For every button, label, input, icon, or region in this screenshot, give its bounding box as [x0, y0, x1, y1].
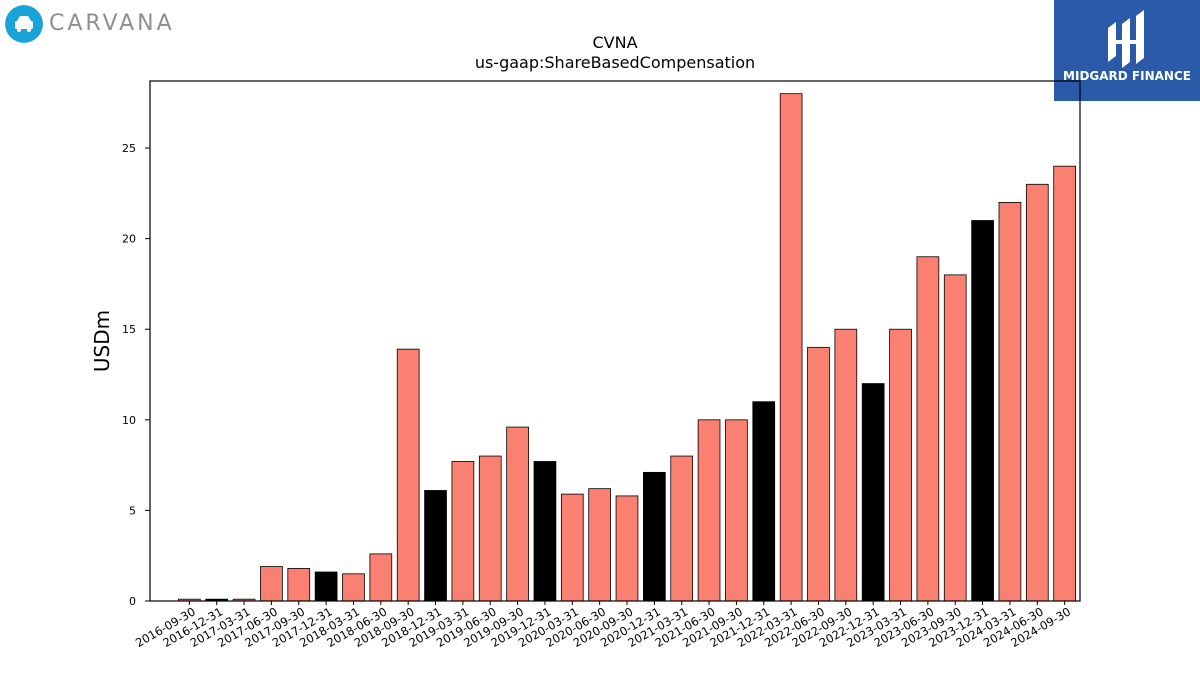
bar-2018-09-30 — [396, 348, 420, 602]
y-tick-label: 0 — [129, 595, 136, 608]
bar-2018-06-30 — [369, 553, 393, 602]
carvana-wordmark: CARVANA — [49, 11, 175, 36]
bar-2019-12-31 — [533, 461, 557, 602]
bar-2018-12-31 — [424, 490, 447, 602]
bar-2023-09-30 — [943, 274, 967, 602]
y-tick-label: 10 — [122, 414, 136, 427]
bar-2020-12-31 — [643, 471, 666, 602]
y-axis-label: USDm — [90, 310, 114, 372]
bar-2021-12-31 — [752, 401, 776, 602]
bar-2024-06-30 — [1025, 183, 1049, 602]
y-tick-label: 25 — [122, 142, 136, 155]
bar-2023-03-31 — [889, 328, 912, 602]
y-tick-label: 20 — [122, 233, 136, 246]
bar-2020-06-30 — [588, 488, 611, 602]
bar-2017-09-30 — [287, 567, 311, 602]
bar-2020-03-31 — [560, 493, 584, 602]
bar-2024-03-31 — [998, 201, 1022, 602]
bar-2023-12-31 — [971, 220, 994, 602]
bar-2022-12-31 — [861, 383, 885, 602]
bar-2022-09-30 — [834, 328, 858, 602]
bar-2023-06-30 — [916, 256, 940, 602]
bar-2019-06-30 — [478, 455, 502, 602]
bar-2022-03-31 — [779, 93, 803, 602]
midgard-finance-logo: MIDGARD FINANCE — [1054, 0, 1200, 101]
car-icon — [5, 5, 43, 43]
y-tick-label: 5 — [129, 504, 136, 517]
chart-title: CVNA — [592, 33, 637, 52]
y-tick-label: 15 — [122, 323, 136, 336]
bar-2021-06-30 — [697, 419, 721, 602]
bar-2024-09-30 — [1053, 165, 1076, 602]
chart-subtitle: us-gaap:ShareBasedCompensation — [475, 53, 755, 72]
midgard-mark-icon — [1108, 10, 1144, 68]
midgard-wordmark: MIDGARD FINANCE — [1063, 69, 1191, 83]
bar-2019-09-30 — [506, 426, 529, 602]
bar-2020-09-30 — [615, 495, 639, 602]
bar-2021-03-31 — [670, 455, 694, 602]
carvana-logo: CARVANA — [5, 5, 180, 43]
bar-2022-06-30 — [807, 346, 830, 602]
bar-2017-06-30 — [260, 566, 283, 602]
plot-area: 2016-09-302016-12-312017-03-312017-06-30… — [122, 80, 1081, 650]
bar-2019-03-31 — [451, 461, 475, 602]
bar-2018-03-31 — [342, 573, 365, 602]
bar-2017-12-31 — [314, 571, 338, 602]
bar-2021-09-30 — [725, 419, 748, 602]
axes-frame — [149, 80, 1081, 602]
